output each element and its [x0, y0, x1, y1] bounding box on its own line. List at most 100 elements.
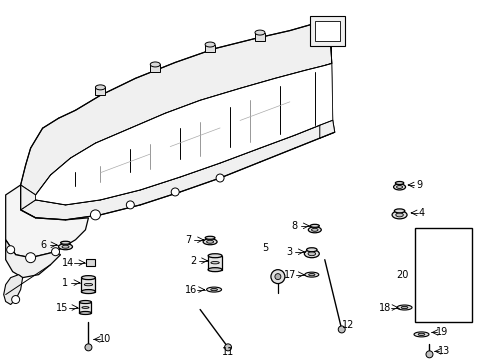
Circle shape: [51, 248, 59, 256]
Polygon shape: [6, 185, 89, 258]
Polygon shape: [320, 20, 335, 138]
Text: 2: 2: [190, 256, 196, 266]
Polygon shape: [6, 240, 61, 278]
Circle shape: [441, 312, 446, 319]
Ellipse shape: [58, 244, 73, 250]
Text: 14: 14: [62, 258, 74, 268]
Ellipse shape: [439, 266, 448, 269]
Circle shape: [12, 296, 20, 303]
Ellipse shape: [61, 241, 71, 244]
Bar: [86, 259, 95, 266]
Text: 18: 18: [378, 302, 391, 312]
Text: 13: 13: [439, 346, 451, 356]
Ellipse shape: [81, 276, 96, 280]
Ellipse shape: [441, 243, 446, 245]
Circle shape: [25, 253, 36, 263]
Text: 4: 4: [418, 208, 424, 218]
Ellipse shape: [392, 211, 407, 219]
Polygon shape: [21, 120, 335, 220]
Ellipse shape: [79, 311, 92, 315]
Bar: [415, 228, 472, 323]
Ellipse shape: [207, 287, 221, 292]
Text: 5: 5: [262, 243, 268, 253]
Ellipse shape: [84, 283, 93, 286]
Text: 11: 11: [222, 347, 234, 357]
Text: 7: 7: [185, 235, 191, 245]
Ellipse shape: [397, 305, 412, 310]
Ellipse shape: [203, 239, 217, 245]
Ellipse shape: [304, 250, 319, 258]
Text: 8: 8: [292, 221, 298, 231]
Polygon shape: [4, 275, 23, 305]
Circle shape: [171, 188, 179, 196]
Ellipse shape: [150, 62, 160, 67]
Text: 6: 6: [41, 240, 47, 250]
Ellipse shape: [79, 301, 92, 303]
Bar: [436, 258, 451, 278]
Text: 3: 3: [286, 247, 292, 257]
Ellipse shape: [205, 42, 215, 47]
Ellipse shape: [255, 30, 265, 35]
Ellipse shape: [62, 245, 69, 248]
Ellipse shape: [211, 288, 218, 291]
Circle shape: [126, 201, 134, 209]
Text: 17: 17: [284, 270, 296, 280]
Ellipse shape: [208, 254, 222, 258]
Text: 9: 9: [416, 180, 422, 190]
Circle shape: [426, 351, 433, 358]
Ellipse shape: [393, 184, 406, 190]
Ellipse shape: [394, 209, 405, 213]
Ellipse shape: [396, 213, 403, 217]
Circle shape: [7, 246, 15, 254]
Ellipse shape: [207, 240, 214, 243]
Bar: [96, 87, 105, 95]
Circle shape: [271, 270, 285, 284]
Ellipse shape: [305, 272, 319, 277]
Circle shape: [85, 344, 92, 351]
Text: 15: 15: [56, 302, 69, 312]
Ellipse shape: [205, 236, 215, 239]
Text: 1: 1: [62, 278, 69, 288]
Ellipse shape: [414, 332, 429, 337]
Ellipse shape: [308, 227, 321, 233]
Polygon shape: [36, 63, 333, 205]
Text: 16: 16: [185, 284, 197, 294]
Circle shape: [91, 210, 100, 220]
Ellipse shape: [307, 248, 317, 252]
Bar: [79, 302, 92, 313]
Ellipse shape: [211, 261, 219, 264]
Ellipse shape: [436, 256, 451, 260]
Ellipse shape: [440, 239, 447, 241]
Circle shape: [338, 326, 345, 333]
Ellipse shape: [82, 307, 89, 309]
Bar: [208, 256, 222, 270]
Ellipse shape: [436, 276, 451, 280]
Ellipse shape: [310, 224, 319, 227]
Ellipse shape: [81, 289, 96, 293]
Ellipse shape: [208, 268, 222, 272]
Text: 10: 10: [99, 334, 112, 345]
Ellipse shape: [439, 241, 448, 246]
Circle shape: [216, 174, 224, 182]
Text: 12: 12: [342, 320, 354, 330]
Ellipse shape: [418, 333, 425, 336]
Polygon shape: [21, 20, 332, 195]
Ellipse shape: [96, 85, 105, 90]
Ellipse shape: [396, 185, 403, 189]
Circle shape: [224, 344, 232, 351]
Bar: [205, 45, 215, 53]
Bar: [310, 15, 345, 45]
Ellipse shape: [401, 306, 408, 309]
Ellipse shape: [312, 228, 318, 231]
Text: 20: 20: [396, 270, 409, 280]
Ellipse shape: [309, 274, 315, 276]
Text: 19: 19: [436, 327, 448, 337]
Ellipse shape: [395, 181, 404, 184]
Polygon shape: [21, 185, 36, 210]
Ellipse shape: [308, 252, 316, 256]
Bar: [81, 278, 96, 292]
Bar: [255, 32, 265, 41]
Bar: [315, 21, 340, 41]
Circle shape: [275, 274, 281, 280]
Bar: [150, 64, 160, 72]
